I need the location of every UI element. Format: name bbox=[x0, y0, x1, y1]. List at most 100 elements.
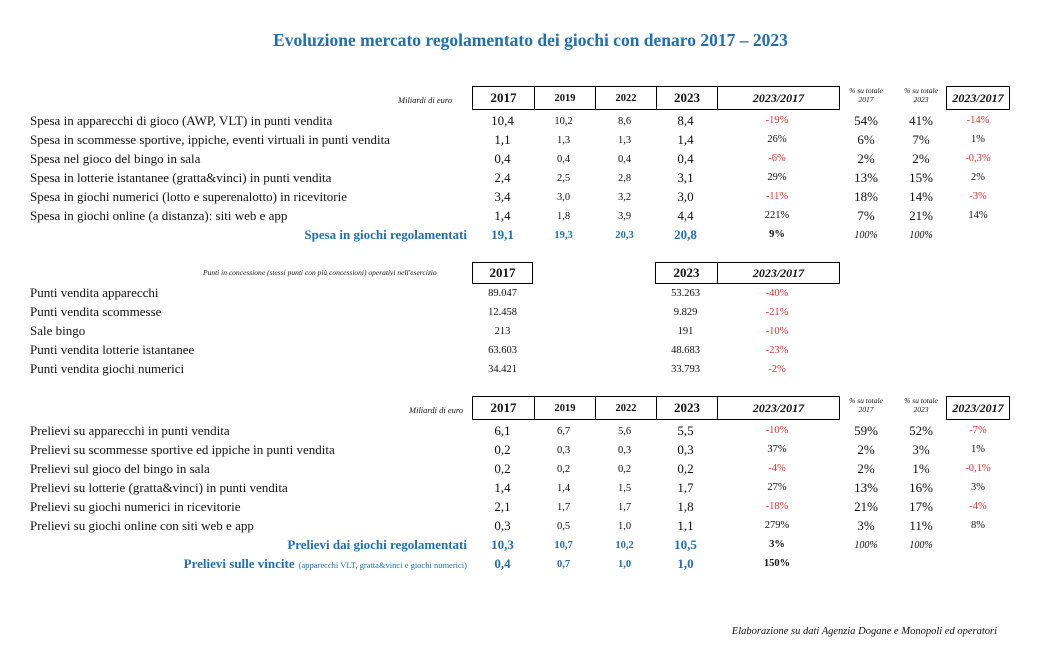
s3-row-label: Prelievi su giochi online con siti web e… bbox=[30, 518, 254, 533]
s3-winnings-cell-0: 0,4 bbox=[494, 556, 511, 571]
s3-cell-3: 1,1 bbox=[677, 518, 694, 533]
s3-change-head-box: 2023/2017 bbox=[946, 396, 1010, 420]
s1-pct-0: 7% bbox=[857, 208, 875, 223]
s1-pct-2: 1% bbox=[971, 134, 985, 145]
s1-cell-0: 3,4 bbox=[494, 189, 511, 204]
s1-pct-1: 41% bbox=[909, 113, 933, 128]
s1-pct-1: 2% bbox=[912, 151, 930, 166]
s3-cell-1: 0,2 bbox=[556, 464, 571, 475]
s2-cell-0: 213 bbox=[494, 326, 511, 337]
s1-pct-2: -14% bbox=[966, 115, 990, 126]
s1-cell-3: 3,1 bbox=[677, 170, 694, 185]
s1-cell-3: 3,0 bbox=[677, 189, 694, 204]
s3-header-2017: 2017 bbox=[490, 400, 517, 415]
s2-cell-0: 12.458 bbox=[488, 307, 517, 318]
s1-pct-1: 7% bbox=[912, 132, 930, 147]
s1-cell-4: -6% bbox=[768, 153, 786, 164]
s1-header-2022: 2022 bbox=[595, 87, 656, 109]
s1-total-label: Spesa in giochi regolamentati bbox=[304, 227, 467, 242]
s3-cell-2: 1,0 bbox=[617, 521, 632, 532]
s3-total-label: Prelievi dai giochi regolamentati bbox=[287, 537, 467, 552]
s1-header-2019: 2019 bbox=[534, 87, 595, 109]
s3-total-cell-2: 10,2 bbox=[615, 540, 634, 551]
s1-pct-2: -0,3% bbox=[965, 153, 991, 164]
s1-row-label: Spesa nel gioco del bingo in sala bbox=[30, 151, 201, 166]
s2-cell-0: 89.047 bbox=[488, 288, 517, 299]
s3-pct-2: -4% bbox=[969, 501, 987, 512]
s2-row-label: Punti vendita apparecchi bbox=[30, 285, 159, 300]
s3-pct-2023-head: % su totale 2023 bbox=[904, 396, 938, 414]
s3-cell-2: 1,5 bbox=[617, 483, 632, 494]
s3-pct-0: 13% bbox=[854, 480, 878, 495]
s2-cell-2: -10% bbox=[765, 326, 789, 337]
s1-change-head-box: 2023/2017 bbox=[946, 86, 1010, 110]
s2-row-label: Sale bingo bbox=[30, 323, 86, 338]
s2-row-label: Punti vendita giochi numerici bbox=[30, 361, 185, 376]
s3-cell-4: -10% bbox=[765, 425, 789, 436]
page-title: Evoluzione mercato regolamentato dei gio… bbox=[273, 30, 788, 50]
s1-header-2023: 2023 bbox=[656, 87, 717, 109]
s1-change-head: 2023/2017 bbox=[952, 90, 1004, 105]
s3-row-label: Prelievi su giochi numerici in ricevitor… bbox=[30, 499, 241, 514]
s3-cell-0: 6,1 bbox=[494, 423, 511, 438]
s1-cell-2: 3,2 bbox=[617, 192, 632, 203]
s1-header-2017: 2017 bbox=[490, 90, 517, 105]
s2-cell-2: -23% bbox=[765, 345, 789, 356]
s2-cell-1: 9.829 bbox=[673, 307, 698, 318]
s1-cell-1: 3,0 bbox=[556, 192, 571, 203]
s1-total-cell-1: 19,3 bbox=[554, 230, 573, 241]
s3-cell-1: 1,4 bbox=[556, 483, 571, 494]
s1-cell-1: 0,4 bbox=[556, 154, 571, 165]
s1-total-pct-1: 100% bbox=[909, 230, 933, 241]
s3-cell-4: -4% bbox=[768, 463, 786, 474]
s3-pct-1: 1% bbox=[912, 461, 930, 476]
s2-row-label: Punti vendita lotterie istantanee bbox=[30, 342, 195, 357]
s2-cell-2: -21% bbox=[765, 307, 789, 318]
s2-cell-2: -40% bbox=[765, 288, 789, 299]
s1-row-label: Spesa in giochi numerici (lotto e supere… bbox=[30, 189, 347, 204]
s1-pct-0: 13% bbox=[854, 170, 878, 185]
s3-cell-2: 0,2 bbox=[617, 464, 632, 475]
s3-pct-1: 11% bbox=[909, 518, 933, 533]
s2-cell-2: -2% bbox=[768, 364, 786, 375]
s1-row-label: Spesa in giochi online (a distanza): sit… bbox=[30, 208, 288, 223]
s2-row-label: Punti vendita scommesse bbox=[30, 304, 162, 319]
s1-pct-2: -3% bbox=[969, 191, 987, 202]
s2-header-2017-box: 2017 bbox=[472, 262, 533, 284]
s3-cell-0: 0,2 bbox=[494, 461, 511, 476]
s1-cell-1: 10,2 bbox=[554, 116, 573, 127]
s3-cell-3: 0,3 bbox=[677, 442, 694, 457]
s3-winnings-title: Prelievi sulle vincite bbox=[183, 556, 295, 571]
s3-cell-3: 1,8 bbox=[677, 499, 694, 514]
s3-cell-1: 0,3 bbox=[556, 445, 571, 456]
s3-cell-0: 0,3 bbox=[494, 518, 511, 533]
s1-pct-2: 14% bbox=[968, 210, 988, 221]
s3-cell-4: 27% bbox=[767, 482, 787, 493]
s1-pct-0: 6% bbox=[857, 132, 875, 147]
s3-total-pct-1: 100% bbox=[909, 540, 933, 551]
s3-cell-1: 6,7 bbox=[556, 426, 571, 437]
s2-header-2017: 2017 bbox=[489, 265, 516, 280]
s3-pct-2: 8% bbox=[971, 520, 985, 531]
s1-cell-3: 8,4 bbox=[677, 113, 694, 128]
s3-row-label: Prelievi su scommesse sportive ed ippich… bbox=[30, 442, 335, 457]
s3-cell-1: 1,7 bbox=[556, 502, 571, 513]
s1-row-label: Spesa in apparecchi di gioco (AWP, VLT) … bbox=[30, 113, 333, 128]
s1-pct-2023-head: % su totale 2023 bbox=[904, 86, 938, 104]
s1-pct-1: 15% bbox=[909, 170, 933, 185]
s2-header-2023: 2023 bbox=[673, 265, 700, 280]
s1-total-cell-4: 9% bbox=[769, 229, 785, 240]
s3-pct-1: 16% bbox=[909, 480, 933, 495]
s1-pct-2: 2% bbox=[971, 172, 985, 183]
s1-cell-1: 1,3 bbox=[556, 135, 571, 146]
s1-unit-label: Miliardi di euro bbox=[398, 95, 453, 105]
s3-winnings-note: (apparecchi VLT, gratta&vinci e giochi n… bbox=[298, 560, 467, 570]
s2-cell-0: 34.421 bbox=[488, 364, 517, 375]
s2-header-right-box: 2023 2023/2017 bbox=[655, 262, 840, 284]
s2-cell-0: 63.603 bbox=[488, 345, 517, 356]
s3-cell-3: 5,5 bbox=[677, 423, 694, 438]
s3-pct-2: 3% bbox=[971, 482, 985, 493]
s1-cell-4: -19% bbox=[765, 115, 789, 126]
s3-pct-0: 21% bbox=[854, 499, 878, 514]
s1-cell-4: -11% bbox=[765, 191, 789, 202]
